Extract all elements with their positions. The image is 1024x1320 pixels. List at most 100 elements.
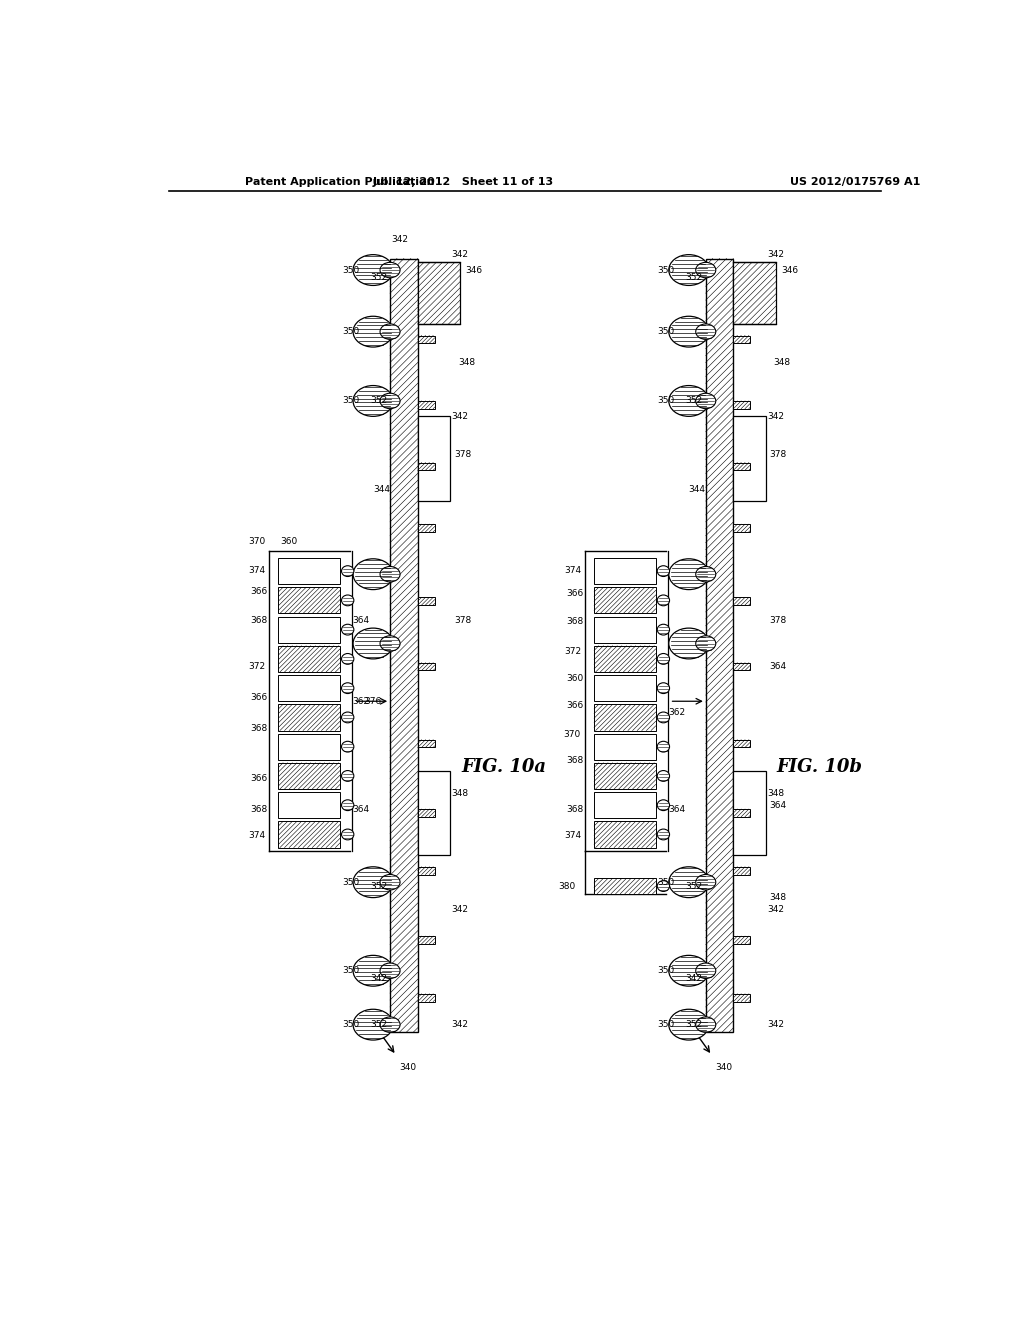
Ellipse shape <box>669 558 709 590</box>
Ellipse shape <box>669 628 709 659</box>
Ellipse shape <box>380 874 400 890</box>
Text: 340: 340 <box>399 1063 417 1072</box>
Bar <box>418 867 435 875</box>
Text: 352: 352 <box>370 396 387 405</box>
Ellipse shape <box>342 566 354 577</box>
Text: 350: 350 <box>342 265 359 275</box>
Ellipse shape <box>669 317 709 347</box>
Text: 350: 350 <box>342 1020 359 1030</box>
Bar <box>279 675 340 701</box>
Bar <box>418 597 435 605</box>
Ellipse shape <box>657 800 670 810</box>
Bar <box>594 792 655 818</box>
Text: 366: 366 <box>566 701 584 710</box>
Text: 368: 368 <box>566 618 584 627</box>
Text: 360: 360 <box>566 673 584 682</box>
Text: US 2012/0175769 A1: US 2012/0175769 A1 <box>790 177 920 186</box>
Text: 350: 350 <box>342 327 359 337</box>
Bar <box>279 705 340 730</box>
Text: Jul. 12, 2012   Sheet 11 of 13: Jul. 12, 2012 Sheet 11 of 13 <box>373 177 554 186</box>
Ellipse shape <box>695 1016 716 1032</box>
Text: 378: 378 <box>770 450 786 459</box>
Text: 352: 352 <box>685 396 702 405</box>
Ellipse shape <box>380 1016 400 1032</box>
Ellipse shape <box>342 771 354 781</box>
Text: 366: 366 <box>251 693 267 702</box>
Text: 344: 344 <box>689 484 706 494</box>
Text: 348: 348 <box>452 789 469 799</box>
Ellipse shape <box>657 566 670 577</box>
Bar <box>279 821 340 847</box>
Ellipse shape <box>657 771 670 781</box>
Ellipse shape <box>669 1010 709 1040</box>
Ellipse shape <box>657 682 670 693</box>
Text: 348: 348 <box>773 358 791 367</box>
Text: 352: 352 <box>370 1020 387 1030</box>
Bar <box>733 771 766 855</box>
Bar <box>733 335 751 343</box>
Ellipse shape <box>353 317 393 347</box>
Text: 346: 346 <box>466 265 482 275</box>
Bar <box>733 739 751 747</box>
Bar <box>418 335 435 343</box>
Ellipse shape <box>695 964 716 978</box>
Bar <box>733 597 751 605</box>
Text: 368: 368 <box>251 723 267 733</box>
Bar <box>594 763 655 789</box>
Text: 350: 350 <box>342 878 359 887</box>
Ellipse shape <box>342 595 354 606</box>
Bar <box>733 462 751 470</box>
Text: 342: 342 <box>767 904 784 913</box>
Ellipse shape <box>353 956 393 986</box>
Ellipse shape <box>657 880 670 891</box>
Ellipse shape <box>380 323 400 339</box>
Bar <box>279 792 340 818</box>
Text: Patent Application Publication: Patent Application Publication <box>245 177 434 186</box>
Text: 364: 364 <box>352 805 370 813</box>
Text: 368: 368 <box>566 805 584 813</box>
Ellipse shape <box>353 385 393 416</box>
Text: 342: 342 <box>767 251 784 259</box>
Bar <box>418 809 435 817</box>
Text: FIG. 10b: FIG. 10b <box>777 758 862 776</box>
Text: 342: 342 <box>767 1020 784 1030</box>
Bar <box>733 663 751 671</box>
Text: 352: 352 <box>370 273 387 282</box>
Ellipse shape <box>669 255 709 285</box>
Text: 376: 376 <box>364 697 381 706</box>
Ellipse shape <box>353 867 393 898</box>
Text: 364: 364 <box>668 805 685 813</box>
Ellipse shape <box>695 566 716 582</box>
Ellipse shape <box>342 800 354 810</box>
Bar <box>279 558 340 585</box>
Bar <box>418 739 435 747</box>
Text: 348: 348 <box>770 894 786 902</box>
Ellipse shape <box>342 711 354 723</box>
Ellipse shape <box>695 636 716 651</box>
Text: 342: 342 <box>686 974 702 983</box>
Bar <box>733 524 751 532</box>
Bar <box>279 616 340 643</box>
Ellipse shape <box>695 393 716 409</box>
Bar <box>733 401 751 409</box>
Ellipse shape <box>380 566 400 582</box>
Text: 364: 364 <box>770 801 786 809</box>
Text: 344: 344 <box>373 484 390 494</box>
Ellipse shape <box>380 964 400 978</box>
Bar <box>594 645 655 672</box>
Ellipse shape <box>669 385 709 416</box>
Text: 342: 342 <box>452 412 469 421</box>
Ellipse shape <box>380 393 400 409</box>
Text: 374: 374 <box>564 832 581 841</box>
Bar <box>418 663 435 671</box>
Ellipse shape <box>657 829 670 840</box>
Bar <box>279 734 340 760</box>
Ellipse shape <box>657 653 670 664</box>
Bar <box>733 263 776 323</box>
Bar <box>594 558 655 585</box>
Text: 378: 378 <box>454 450 471 459</box>
Text: 342: 342 <box>452 1020 469 1030</box>
Text: 350: 350 <box>657 327 675 337</box>
Ellipse shape <box>342 624 354 635</box>
Text: 350: 350 <box>657 265 675 275</box>
